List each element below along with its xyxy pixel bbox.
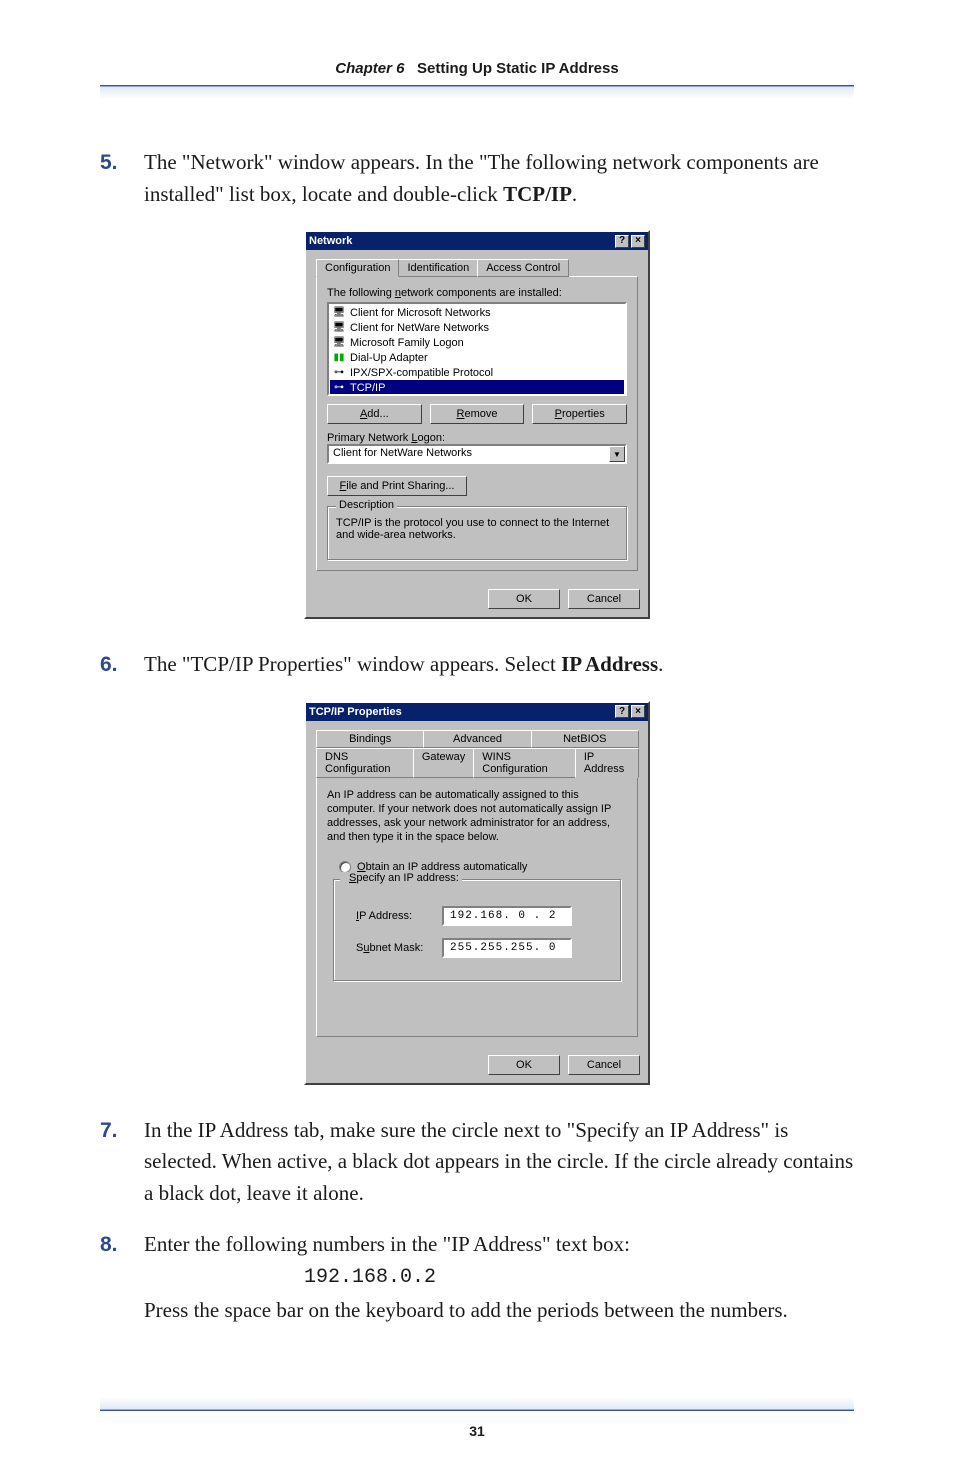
tab-identification[interactable]: Identification — [398, 259, 478, 277]
chevron-down-icon[interactable]: ▼ — [609, 446, 625, 462]
ip-explain-text: An IP address can be automatically assig… — [327, 788, 627, 845]
step-body: In the IP Address tab, make sure the cir… — [144, 1115, 854, 1210]
tab-strip-row2: DNS Configuration Gateway WINS Configura… — [316, 748, 638, 778]
radio-specify-label: Specify an IP address: — [349, 872, 459, 884]
tab-bindings[interactable]: Bindings — [316, 730, 424, 748]
step-body: Enter the following numbers in the "IP A… — [144, 1229, 854, 1326]
step-number: 6. — [100, 649, 144, 681]
tab-gateway[interactable]: Gateway — [413, 748, 474, 778]
dropdown-value: Client for NetWare Networks — [329, 446, 609, 462]
remove-button[interactable]: Remove — [430, 404, 525, 424]
network-dialog: Network ? × Configuration Identification… — [304, 230, 650, 619]
step-6: 6. The "TCP/IP Properties" window appear… — [100, 649, 854, 681]
step-body: The "TCP/IP Properties" window appears. … — [144, 649, 854, 681]
add-button[interactable]: Add... — [327, 404, 422, 424]
list-item[interactable]: 🖥Client for NetWare Networks — [330, 320, 624, 335]
ip-address-label: IP Address: — [356, 910, 428, 922]
subnet-mask-input[interactable]: 255.255.255. 0 — [442, 938, 572, 958]
ok-button[interactable]: OK — [488, 1055, 560, 1075]
step-body: The "Network" window appears. In the "Th… — [144, 147, 854, 210]
ok-button[interactable]: OK — [488, 589, 560, 609]
ip-address-input[interactable]: 192.168. 0 . 2 — [442, 906, 572, 926]
primary-logon-label: Primary Network Logon: — [327, 432, 627, 444]
close-button[interactable]: × — [631, 235, 645, 248]
close-button[interactable]: × — [631, 705, 645, 718]
properties-button[interactable]: Properties — [532, 404, 627, 424]
dialog-title: TCP/IP Properties — [309, 706, 613, 718]
titlebar[interactable]: Network ? × — [306, 232, 648, 250]
page-number: 31 — [0, 1423, 954, 1439]
computer-icon: 🖥 — [332, 337, 346, 349]
list-item[interactable]: 🖥Microsoft Family Logon — [330, 335, 624, 350]
running-header: Chapter 6 Setting Up Static IP Address — [100, 60, 854, 77]
protocol-icon: ⊶ — [332, 382, 346, 394]
list-item[interactable]: ▮▮Dial-Up Adapter — [330, 350, 624, 365]
help-button[interactable]: ? — [615, 235, 629, 248]
step-8: 8. Enter the following numbers in the "I… — [100, 1229, 854, 1326]
chapter-label: Chapter 6 — [335, 60, 404, 77]
computer-icon: 🖥 — [332, 322, 346, 334]
components-listbox[interactable]: 🖥Client for Microsoft Networks 🖥Client f… — [327, 302, 627, 396]
cancel-button[interactable]: Cancel — [568, 589, 640, 609]
tcpip-properties-dialog: TCP/IP Properties ? × Bindings Advanced … — [304, 701, 650, 1085]
tab-dns[interactable]: DNS Configuration — [316, 748, 414, 778]
step-7: 7. In the IP Address tab, make sure the … — [100, 1115, 854, 1210]
step-number: 8. — [100, 1229, 144, 1326]
step-number: 7. — [100, 1115, 144, 1210]
tab-wins[interactable]: WINS Configuration — [473, 748, 576, 778]
list-item[interactable]: 🖥Client for Microsoft Networks — [330, 305, 624, 320]
tab-access-control[interactable]: Access Control — [477, 259, 569, 277]
file-print-sharing-button[interactable]: File and Print Sharing... — [327, 476, 467, 496]
cancel-button[interactable]: Cancel — [568, 1055, 640, 1075]
footer-rule — [100, 1397, 854, 1411]
help-button[interactable]: ? — [615, 705, 629, 718]
tab-advanced[interactable]: Advanced — [423, 730, 531, 748]
step-number: 5. — [100, 147, 144, 210]
description-label: Description — [336, 499, 397, 511]
header-rule — [100, 85, 854, 99]
tab-ip-address[interactable]: IP Address — [575, 748, 639, 778]
primary-logon-dropdown[interactable]: Client for NetWare Networks ▼ — [327, 444, 627, 464]
titlebar[interactable]: TCP/IP Properties ? × — [306, 703, 648, 721]
computer-icon: 🖥 — [332, 307, 346, 319]
tab-strip-row1: Bindings Advanced NetBIOS — [316, 730, 638, 748]
list-item-selected[interactable]: ⊶TCP/IP — [330, 380, 624, 395]
components-label: The following network components are ins… — [327, 287, 627, 299]
tab-configuration[interactable]: Configuration — [316, 259, 399, 277]
step-5: 5. The "Network" window appears. In the … — [100, 147, 854, 210]
tab-netbios[interactable]: NetBIOS — [531, 730, 639, 748]
description-text: TCP/IP is the protocol you use to connec… — [336, 517, 618, 551]
protocol-icon: ⊶ — [332, 367, 346, 379]
ip-literal: 192.168.0.2 — [144, 1263, 854, 1293]
subnet-mask-label: Subnet Mask: — [356, 942, 428, 954]
adapter-icon: ▮▮ — [332, 352, 346, 364]
dialog-title: Network — [309, 235, 613, 247]
tab-strip: Configuration Identification Access Cont… — [316, 259, 638, 277]
chapter-title: Setting Up Static IP Address — [417, 60, 619, 77]
list-item[interactable]: ⊶IPX/SPX-compatible Protocol — [330, 365, 624, 380]
